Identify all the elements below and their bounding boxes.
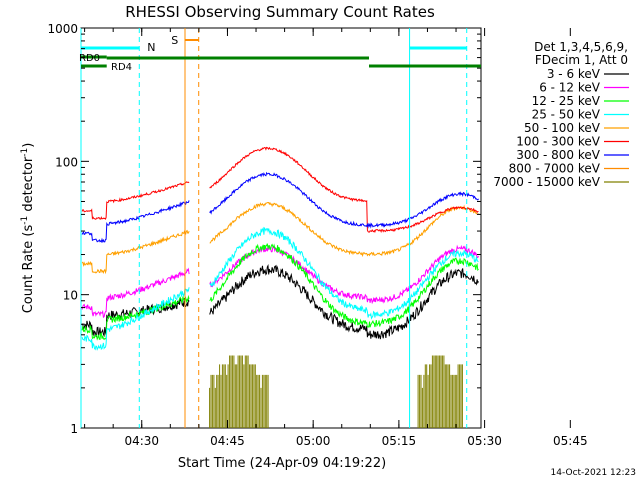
legend: Det 1,3,4,5,6,9, FDecim 1, Att 0 3 - 6 k… [493,40,629,189]
legend-entry-label: 6 - 12 keV [539,81,601,95]
legend-header-2: FDecim 1, Att 0 [535,53,628,67]
legend-entry-label: 800 - 7000 keV [509,162,601,176]
footer-date: 14-Oct-2021 12:23 [551,468,636,478]
axis-layer: 1 10 100 1000 04:30 04:45 05:00 05:15 05:30 05:45 [47,22,587,448]
legend-entry-label: 100 - 300 keV [516,135,600,149]
series-line-2 [81,243,479,341]
y-tick-label: 10 [63,289,78,303]
x-tick-label: 05:30 [467,434,502,448]
series-line-8 [209,355,463,428]
series-line-6 [81,171,479,243]
y-tick-label: 1 [70,422,78,436]
plot-area [80,27,482,429]
x-axis-label: Start Time (24-Apr-09 04:19:22) [178,456,386,471]
legend-header-1: Det 1,3,4,5,6,9, [534,40,628,54]
legend-entry-label: 300 - 800 keV [516,148,600,162]
legend-entry-label: 50 - 100 keV [524,121,601,135]
series-line-4 [81,201,479,275]
night-flag-label: N [147,41,155,54]
rd4-flag-label: RD4 [111,62,132,73]
rd0-flag-label: RD0 [79,53,100,64]
x-tick-label: 05:00 [296,434,331,448]
y-tick-label: 1000 [47,22,78,36]
y-tick-label: 100 [55,155,78,169]
x-tick-label: 05:45 [553,434,588,448]
y-axis-label: Count Rate (s-1 detector-1) [20,143,36,314]
series-line-5 [81,146,479,234]
legend-entry-label: 7000 - 15000 keV [493,175,600,189]
legend-entry-label: 25 - 50 keV [532,108,601,122]
flag-layer: N S RD0 RD4 [79,28,481,428]
legend-entry-label: 12 - 25 keV [532,94,601,108]
x-tick-label: 05:15 [382,434,417,448]
chart-title: RHESSI Observing Summary Count Rates [125,3,435,21]
series-layer [81,146,479,428]
series-line-3 [81,226,479,351]
x-tick-label: 04:45 [210,434,245,448]
series-line-1 [81,244,479,319]
plot-frame [80,27,482,429]
legend-entry-label: 3 - 6 keV [547,67,601,81]
series-line-0 [81,263,479,340]
x-tick-label: 04:30 [124,434,159,448]
saa-flag-label: S [171,34,178,47]
